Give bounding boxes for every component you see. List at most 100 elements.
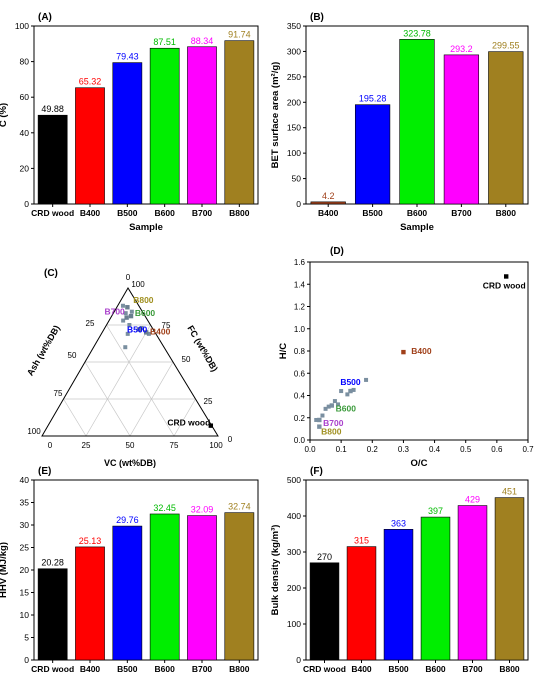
y-axis-label: BET surface area (m²/g) — [270, 62, 281, 169]
y-tick-label: 40 — [20, 128, 30, 138]
x-tick-label: B600 — [155, 664, 176, 674]
y-tick-label: 350 — [287, 21, 301, 31]
panel-label: (E) — [38, 466, 51, 477]
x-tick-label: CRD wood — [31, 664, 74, 674]
bar-value-label: 32.09 — [191, 505, 214, 515]
x-axis-label: Sample — [129, 222, 163, 233]
scatter-point-label: B800 — [321, 427, 342, 437]
bar — [75, 87, 105, 205]
ternary-grid-line — [84, 361, 131, 437]
x-tick-label: B400 — [351, 664, 372, 674]
ternary-point-label: B600 — [135, 308, 156, 318]
y-tick-label: 0.0 — [294, 436, 306, 445]
ternary-axis-label-vc: VC (wt%DB) — [104, 458, 156, 468]
y-tick-label: 0 — [24, 655, 29, 665]
ternary-tick-label: 75 — [162, 321, 171, 330]
x-tick-label: 0.6 — [491, 445, 503, 454]
ternary-point — [139, 325, 144, 330]
bar-value-label: 79.43 — [116, 52, 139, 62]
y-axis-label: C (%) — [0, 103, 9, 127]
y-tick-label: 0.6 — [294, 369, 306, 378]
panel-label: (F) — [310, 466, 323, 477]
bar — [309, 562, 340, 661]
y-tick-label: 0.8 — [294, 347, 306, 356]
ternary-point-label: B700 — [104, 307, 125, 317]
y-tick-label: 100 — [287, 148, 301, 158]
y-tick-label: 400 — [287, 511, 301, 521]
ternary-grid-line — [129, 361, 174, 437]
scatter-point-label: CRD wood — [483, 280, 526, 290]
ternary-tick-label: 50 — [68, 351, 77, 360]
x-tick-label: B700 — [192, 208, 213, 218]
x-tick-label: B500 — [388, 664, 409, 674]
bar-value-label: 49.88 — [41, 104, 64, 114]
y-tick-label: 100 — [287, 619, 301, 629]
scatter-point-label: B500 — [340, 377, 361, 387]
scatter-point — [329, 403, 334, 408]
y-tick-label: 250 — [287, 72, 301, 82]
ternary-grid-line — [85, 324, 151, 437]
y-tick-label: 500 — [287, 475, 301, 485]
x-tick-label: B600 — [155, 208, 176, 218]
x-tick-label: B400 — [318, 208, 339, 218]
bar-value-label: 65.32 — [79, 77, 102, 87]
ternary-tick-label: 0 — [48, 441, 53, 450]
scatter-point — [348, 388, 353, 394]
ternary-point — [127, 323, 132, 327]
ternary-tick-label: 100 — [131, 280, 145, 289]
bar — [187, 46, 217, 205]
bar-value-label: 91.74 — [228, 30, 251, 40]
x-tick-label: 0.0 — [304, 445, 316, 454]
y-tick-label: 40 — [20, 475, 30, 485]
x-tick-label: B800 — [229, 664, 250, 674]
ternary-tick-label: 0 — [126, 273, 131, 282]
x-axis-label: Sample — [400, 222, 434, 233]
bar-value-label: 363 — [391, 518, 406, 528]
bar — [224, 40, 255, 205]
ternary-point — [123, 345, 128, 350]
ternary-grid-line — [173, 398, 196, 437]
ternary-point-label: B500 — [127, 324, 148, 334]
y-tick-label: 60 — [20, 92, 30, 102]
scatter-point — [326, 404, 331, 409]
scatter-point — [504, 274, 509, 279]
bar-value-label: 397 — [428, 506, 443, 516]
chart-panel-0: (A) 0 20 40 60 80 100 49.88 CRD wood 65.32 B400 79.… — [0, 12, 259, 233]
ternary-point — [124, 315, 129, 320]
x-tick-label: B700 — [462, 664, 483, 674]
bar-value-label: 270 — [317, 552, 332, 562]
scatter-point — [339, 389, 344, 394]
x-tick-label: B800 — [229, 208, 250, 218]
x-tick-label: B800 — [499, 664, 520, 674]
x-tick-label: 0.3 — [398, 445, 410, 454]
plot-frame — [305, 479, 529, 661]
x-tick-label: 0.5 — [460, 445, 472, 454]
x-tick-label: CRD wood — [31, 208, 74, 218]
y-tick-label: 15 — [20, 588, 30, 598]
ternary-point — [123, 311, 128, 316]
ternary-point — [125, 331, 130, 336]
bar-value-label: 25.13 — [79, 536, 102, 546]
panel-label: (B) — [310, 12, 324, 23]
y-tick-label: 10 — [20, 610, 30, 620]
scatter-point — [401, 349, 406, 355]
scatter-point — [364, 377, 369, 382]
scatter-point — [345, 392, 350, 397]
bar — [224, 512, 255, 661]
y-tick-label: 25 — [20, 543, 30, 553]
scatter-point — [336, 402, 341, 407]
y-tick-label: 100 — [15, 21, 29, 31]
y-tick-label: 0.4 — [294, 392, 306, 401]
x-tick-label: B600 — [425, 664, 446, 674]
y-axis-label: HHV (MJ/kg) — [0, 542, 9, 598]
ternary-point — [128, 313, 134, 319]
ternary-point-label: B800 — [133, 295, 154, 305]
y-tick-label: 80 — [20, 57, 30, 67]
y-tick-label: 0.2 — [294, 414, 306, 423]
y-tick-label: 20 — [20, 163, 30, 173]
x-tick-label: B400 — [80, 664, 101, 674]
ternary-point — [146, 331, 151, 336]
bar — [399, 39, 435, 205]
ternary-tick-label: 50 — [182, 355, 191, 364]
scatter-point — [332, 399, 337, 404]
